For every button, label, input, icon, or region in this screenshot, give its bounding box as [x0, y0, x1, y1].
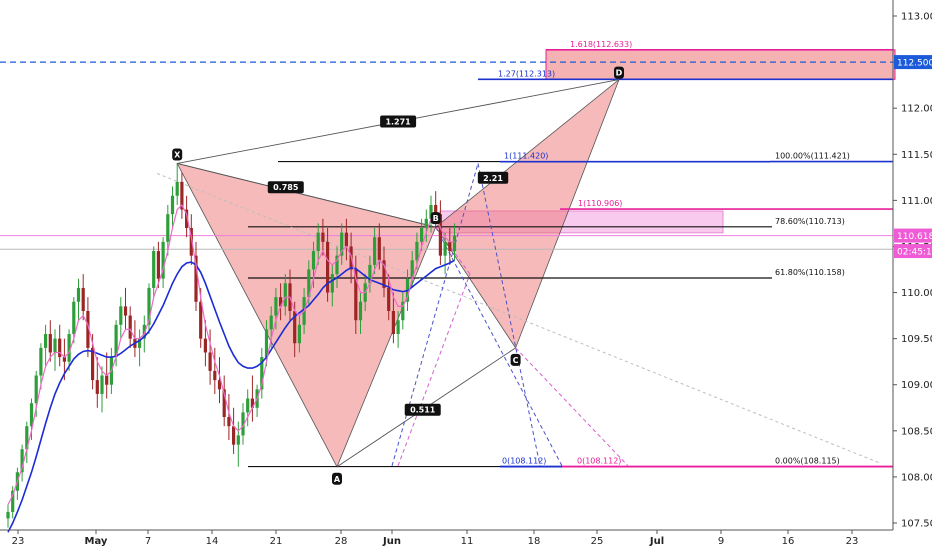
candle-body[interactable] — [209, 352, 212, 370]
point-d: D — [616, 69, 623, 78]
point-a: A — [334, 475, 341, 484]
label-127: 1.27(112.313) — [498, 69, 555, 78]
candle-body[interactable] — [213, 371, 216, 380]
candle-body[interactable] — [317, 233, 320, 251]
candle-body[interactable] — [100, 376, 103, 394]
y-tick-label: 107.500 — [901, 519, 932, 530]
candle-body[interactable] — [6, 512, 9, 518]
candle-body[interactable] — [39, 348, 42, 376]
x-tick-label: 11 — [461, 536, 474, 547]
x-tick-label: 23 — [846, 536, 859, 547]
price-tag-1: 110.618 — [897, 232, 932, 242]
x-tick-label: 14 — [206, 536, 219, 547]
candle-body[interactable] — [448, 242, 451, 251]
y-tick-label: 112.000 — [901, 104, 932, 115]
candle-body[interactable] — [373, 237, 376, 265]
candle-body[interactable] — [453, 235, 456, 251]
candle-body[interactable] — [274, 297, 277, 315]
x-tick-label: 9 — [718, 536, 724, 547]
ratio-bd: 2.21 — [483, 174, 503, 183]
candle-body[interactable] — [425, 219, 428, 228]
label-1-pink: 1(110.906) — [578, 199, 622, 208]
candle-body[interactable] — [378, 237, 381, 260]
label-618: 61.80%(110.158) — [775, 268, 845, 277]
label-0-pink: 0(108.112) — [577, 457, 621, 466]
candle-body[interactable] — [270, 316, 273, 330]
x-tick-label: 21 — [270, 536, 283, 547]
candle-body[interactable] — [284, 283, 287, 306]
candle-body[interactable] — [415, 242, 418, 260]
candle-body[interactable] — [44, 334, 47, 348]
candle-body[interactable] — [53, 339, 56, 353]
ratio-ac: 0.511 — [410, 406, 436, 415]
ratio-xd: 1.271 — [385, 118, 411, 127]
candle-body[interactable] — [105, 376, 108, 385]
label-100pct: 100.00%(111.421) — [775, 152, 850, 161]
candle-body[interactable] — [227, 417, 230, 426]
candle-body[interactable] — [392, 311, 395, 334]
y-tick-label: 110.000 — [901, 288, 932, 299]
price-tag-2: 02:45:11 — [897, 248, 932, 258]
candle-body[interactable] — [331, 274, 334, 292]
point-x: X — [174, 150, 181, 159]
candle-body[interactable] — [298, 325, 301, 343]
point-b: B — [433, 214, 439, 223]
label-0-blue: 0(108.112) — [502, 457, 546, 466]
ratio-xb: 0.785 — [273, 183, 299, 192]
candle-body[interactable] — [444, 242, 447, 256]
candle-body[interactable] — [232, 426, 235, 444]
y-tick-label: 109.500 — [901, 334, 932, 345]
candle-body[interactable] — [152, 251, 155, 288]
candle-body[interactable] — [77, 288, 80, 302]
candle-body[interactable] — [204, 339, 207, 353]
candle-body[interactable] — [129, 316, 132, 339]
candle-body[interactable] — [359, 302, 362, 320]
y-tick-label: 109.000 — [901, 380, 932, 391]
point-c: C — [513, 356, 519, 365]
y-tick-label: 108.000 — [901, 472, 932, 483]
y-tick-label: 113.000 — [901, 12, 932, 23]
candle-body[interactable] — [82, 288, 85, 311]
candle-body[interactable] — [96, 380, 99, 394]
x-tick-label: Jun — [382, 536, 401, 547]
candle-body[interactable] — [171, 196, 174, 214]
x-tick-label: Jul — [649, 536, 664, 547]
x-tick-label: 25 — [591, 536, 604, 547]
candle-body[interactable] — [345, 233, 348, 247]
candle-body[interactable] — [119, 306, 122, 324]
candle-body[interactable] — [72, 302, 75, 334]
candle-body[interactable] — [49, 334, 52, 352]
candle-body[interactable] — [237, 435, 240, 444]
y-tick-label: 111.500 — [901, 150, 932, 161]
candle-body[interactable] — [321, 233, 324, 242]
x-tick-label: 28 — [335, 536, 348, 547]
candle-body[interactable] — [157, 251, 160, 279]
x-tick-label: 16 — [782, 536, 795, 547]
x-tick-label: 23 — [12, 536, 25, 547]
candle-body[interactable] — [176, 182, 179, 196]
x-tick-label: 18 — [528, 536, 541, 547]
candle-body[interactable] — [35, 376, 38, 404]
label-1-blue: 1(111.420) — [504, 152, 548, 161]
candle-body[interactable] — [312, 251, 315, 269]
y-tick-label: 111.000 — [901, 196, 932, 207]
label-786: 78.60%(110.713) — [775, 217, 845, 226]
candle-body[interactable] — [246, 399, 249, 413]
prz-zone — [546, 50, 895, 79]
label-1618: 1.618(112.633) — [570, 40, 632, 49]
candle-body[interactable] — [166, 214, 169, 242]
candle-body[interactable] — [387, 288, 390, 311]
x-tick-label: 7 — [145, 536, 151, 547]
x-tick-label: May — [85, 536, 108, 547]
label-0pct: 0.00%(108.115) — [775, 456, 840, 465]
candle-body[interactable] — [124, 306, 127, 315]
y-tick-label: 108.500 — [901, 426, 932, 437]
candle-body[interactable] — [420, 228, 423, 242]
candle-body[interactable] — [265, 329, 268, 357]
candle-body[interactable] — [397, 320, 400, 334]
price-tag-0: 112.500 — [897, 59, 932, 69]
